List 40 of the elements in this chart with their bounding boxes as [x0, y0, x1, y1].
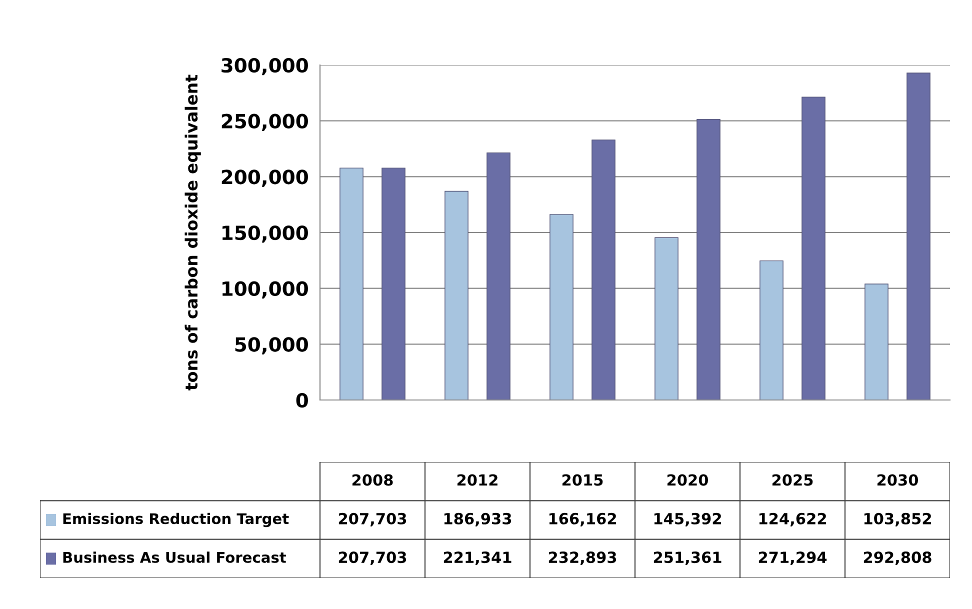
data-label: 186,933: [444, 512, 512, 526]
bar: [864, 284, 888, 400]
y-tick-label: 100,000: [222, 281, 308, 298]
y-tick-label: 250,000: [222, 114, 308, 131]
data-label: 292,808: [864, 552, 932, 566]
x-tick-label: 2030: [877, 474, 918, 486]
data-label: 207,703: [338, 512, 406, 526]
data-label: 145,392: [654, 512, 721, 526]
bar: [486, 152, 510, 400]
legend-label: Emissions Reduction Target: [63, 512, 289, 528]
y-tick-label: 300,000: [222, 58, 308, 76]
bar: [802, 96, 826, 400]
data-label: 166,162: [549, 512, 616, 526]
bar: [340, 168, 364, 400]
x-tick-label: 2008: [352, 474, 393, 486]
y-axis-title: tons of carbon dioxide equivalent: [184, 74, 201, 390]
bar: [592, 140, 616, 400]
y-tick-label: 200,000: [222, 170, 308, 187]
y-tick-label: 0: [296, 392, 308, 408]
bar: [550, 214, 574, 400]
bar: [654, 237, 678, 400]
x-tick-label: 2015: [562, 474, 603, 486]
x-tick-label: 2020: [667, 474, 708, 486]
bar: [906, 72, 930, 400]
y-tick-label: 150,000: [222, 225, 308, 243]
bar: [382, 168, 406, 400]
data-label: 103,852: [864, 512, 931, 526]
data-label: 207,703: [338, 552, 406, 566]
data-label: 232,893: [548, 552, 616, 566]
data-label: 271,294: [758, 552, 827, 566]
data-label: 251,361: [654, 552, 722, 566]
data-label: 124,622: [759, 512, 826, 526]
x-tick-label: 2012: [457, 474, 498, 486]
bar: [696, 118, 720, 400]
data-label: 221,341: [444, 552, 512, 566]
bar: [444, 190, 468, 400]
x-tick-label: 2025: [772, 474, 813, 486]
y-tick-label: 50,000: [235, 337, 308, 354]
bar: [760, 260, 784, 400]
legend-label: Business As Usual Forecast: [63, 552, 286, 563]
